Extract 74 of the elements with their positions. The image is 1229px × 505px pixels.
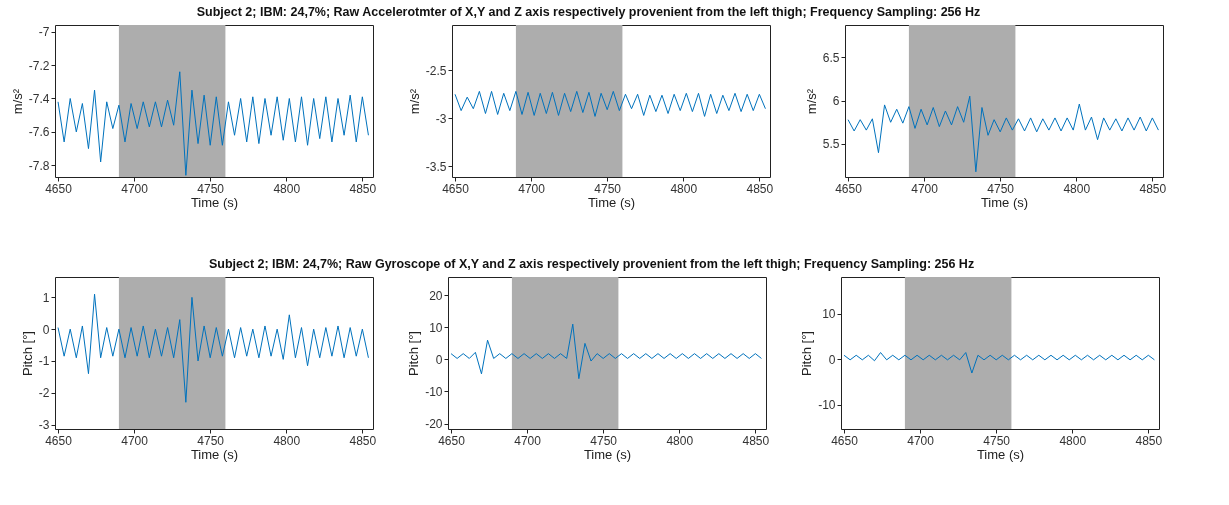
- y-axis-title: Pitch [°]: [406, 331, 422, 376]
- x-tick-label: 4850: [746, 181, 774, 196]
- x-tick-label: 4850: [349, 433, 377, 448]
- line-series: [57, 293, 369, 403]
- x-tick-label: 4700: [518, 181, 546, 196]
- x-axis-title: Time (s): [976, 446, 1025, 462]
- x-tick-label: 4750: [983, 433, 1011, 448]
- line-series: [57, 71, 369, 176]
- x-tick-label: 4800: [1063, 181, 1091, 196]
- x-tick-label: 4850: [1139, 181, 1167, 196]
- x-tick-label: 4750: [590, 433, 618, 448]
- y-tick-label: 20: [429, 288, 443, 303]
- y-tick-label: -7.2: [28, 58, 50, 73]
- y-tick-label: -7.8: [28, 158, 50, 173]
- y-tick-label: -2.5: [425, 63, 447, 78]
- x-tick-label: 4750: [197, 433, 225, 448]
- line-series: [450, 323, 762, 380]
- x-tick-label: 4650: [45, 181, 73, 196]
- x-tick-label: 4850: [1135, 433, 1163, 448]
- y-tick-label: -20: [425, 417, 443, 432]
- y-axis-title: m/s²: [803, 88, 819, 115]
- y-axis-title: Pitch [°]: [19, 331, 35, 376]
- y-tick-label: 10: [822, 307, 836, 322]
- line-series: [843, 352, 1155, 374]
- x-tick-label: 4800: [273, 433, 301, 448]
- x-tick-label: 4700: [121, 181, 149, 196]
- text: Subject 2; IBM: 24,7%; Raw Accelerotmter of X,Y and Z axis respectively provenient from the left thigh; Frequency Sampling: 256 Hz: [196, 5, 981, 19]
- x-axis-title: Time (s): [980, 194, 1029, 210]
- x-axis-title: Time (s): [583, 446, 632, 462]
- x-axis-title: Time (s): [587, 194, 636, 210]
- x-tick-label: 4700: [121, 433, 149, 448]
- x-tick-label: 4800: [273, 181, 301, 196]
- y-tick-label: -2: [38, 386, 50, 401]
- line-series: [454, 90, 766, 117]
- y-tick-label: -3: [435, 111, 447, 126]
- x-tick-label: 4800: [670, 181, 698, 196]
- y-tick-label: -10: [818, 398, 836, 413]
- x-tick-label: 4750: [594, 181, 622, 196]
- y-tick-label: 6.5: [822, 50, 840, 65]
- x-tick-label: 4750: [987, 181, 1015, 196]
- x-tick-label: 4800: [1059, 433, 1087, 448]
- text: Subject 2; IBM: 24,7%; Raw Gyroscope of X,Y and Z axis respectively provenient from the left thigh; Frequency Sampling: 256 Hz: [208, 257, 975, 271]
- x-axis-title: Time (s): [190, 446, 239, 462]
- y-tick-label: -3.5: [425, 159, 447, 174]
- x-tick-label: 4650: [831, 433, 859, 448]
- line-series: [847, 95, 1159, 173]
- x-tick-label: 4850: [742, 433, 770, 448]
- y-tick-label: -3: [38, 418, 50, 433]
- y-tick-label: 0: [828, 352, 836, 367]
- x-axis-title: Time (s): [190, 194, 239, 210]
- y-axis-title: Pitch [°]: [799, 331, 815, 376]
- x-tick-label: 4800: [666, 433, 694, 448]
- y-tick-label: -7: [38, 25, 50, 40]
- y-axis-title: m/s²: [9, 88, 25, 115]
- x-tick-label: 4750: [197, 181, 225, 196]
- x-tick-label: 4700: [911, 181, 939, 196]
- x-tick-label: 4850: [349, 181, 377, 196]
- y-tick-label: 0: [42, 322, 50, 337]
- y-tick-label: 0: [435, 352, 443, 367]
- y-tick-label: 10: [429, 320, 443, 335]
- y-tick-label: -1: [38, 354, 50, 369]
- y-tick-label: 5.5: [822, 137, 840, 152]
- x-tick-label: 4650: [442, 181, 470, 196]
- y-tick-label: 1: [42, 290, 50, 305]
- x-tick-label: 4700: [907, 433, 935, 448]
- x-tick-label: 4650: [438, 433, 466, 448]
- y-tick-label: -7.4: [28, 91, 50, 106]
- x-tick-label: 4700: [514, 433, 542, 448]
- x-tick-label: 4650: [835, 181, 863, 196]
- y-tick-label: -10: [425, 384, 443, 399]
- y-tick-label: -7.6: [28, 125, 50, 140]
- x-tick-label: 4650: [45, 433, 73, 448]
- y-axis-title: m/s²: [406, 88, 422, 115]
- y-tick-label: 6: [832, 94, 840, 109]
